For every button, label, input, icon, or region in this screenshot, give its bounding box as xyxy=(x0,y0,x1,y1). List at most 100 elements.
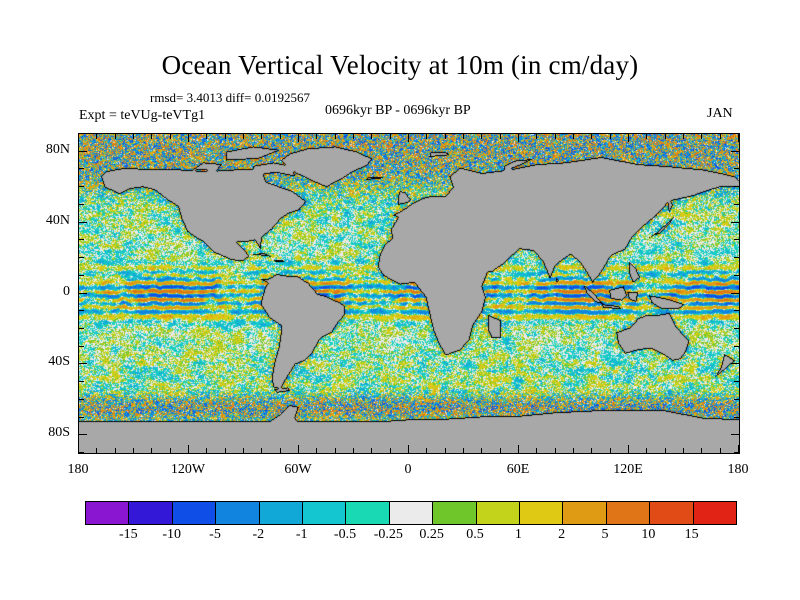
y-axis-tick xyxy=(79,168,84,170)
colorbar xyxy=(85,501,737,525)
x-axis-tick xyxy=(353,448,354,453)
y-axis-tick xyxy=(79,239,84,241)
x-tick-label: 60E xyxy=(506,462,530,477)
x-axis-tick xyxy=(683,448,684,453)
y-axis-tick xyxy=(79,257,84,259)
rmsd-annotation: rmsd= 3.4013 diff= 0.0192567 xyxy=(150,90,310,105)
map-plot-area xyxy=(78,133,740,454)
y-axis-tick xyxy=(79,398,84,400)
x-axis-tick xyxy=(279,134,281,139)
x-axis-tick xyxy=(646,448,648,453)
x-axis-tick xyxy=(426,448,428,453)
x-tick-label: 120W xyxy=(170,462,206,477)
x-axis-tick xyxy=(114,448,116,453)
x-axis-tick xyxy=(279,448,281,453)
y-axis-tick xyxy=(734,133,739,134)
x-axis-tick xyxy=(738,134,739,142)
colorbar-tick-label: -2 xyxy=(252,527,265,542)
colorbar-segment xyxy=(475,502,520,524)
x-axis-tick xyxy=(664,448,666,453)
colorbar-segment xyxy=(258,502,303,524)
x-axis-tick xyxy=(518,134,519,142)
x-axis-tick xyxy=(499,448,501,453)
x-axis-tick xyxy=(114,134,116,139)
x-axis-tick xyxy=(316,134,318,139)
x-axis-tick xyxy=(701,134,703,139)
x-axis-tick xyxy=(206,448,208,453)
colorbar-tick-label: 15 xyxy=(684,527,699,542)
colorbar-tick-label: -5 xyxy=(209,527,221,542)
x-axis-tick xyxy=(224,134,226,139)
x-tick-label: 0 xyxy=(404,462,412,477)
colorbar-tick-label: -0.5 xyxy=(333,527,357,542)
x-axis-tick xyxy=(188,134,189,142)
x-axis-tick xyxy=(389,134,391,139)
page-title: Ocean Vertical Velocity at 10m (in cm/da… xyxy=(161,50,639,80)
y-axis-tick xyxy=(79,310,84,312)
x-axis-tick xyxy=(609,448,611,453)
y-axis-tick xyxy=(79,327,84,329)
x-tick-label: 60W xyxy=(284,462,312,477)
x-axis-tick xyxy=(169,134,171,139)
x-axis-tick xyxy=(169,448,171,453)
x-axis-tick xyxy=(206,134,208,139)
colorbar-segment xyxy=(388,502,433,524)
colorbar-tick-label: 10 xyxy=(641,527,656,542)
x-axis-tick xyxy=(719,448,721,453)
colorbar-tick-label: 1 xyxy=(514,527,522,542)
x-axis-tick xyxy=(499,134,501,139)
y-axis-tick xyxy=(79,381,84,383)
x-tick-label: 120E xyxy=(613,462,643,477)
y-axis-tick xyxy=(734,452,739,453)
colorbar-segment xyxy=(605,502,650,524)
y-tick-label: 40N xyxy=(45,212,70,228)
x-axis-tick xyxy=(536,448,538,453)
x-axis-tick xyxy=(371,134,373,139)
y-axis-tick xyxy=(734,203,739,205)
x-axis-tick xyxy=(554,448,556,453)
colorbar-tick-label: -10 xyxy=(162,527,181,542)
y-axis-tick xyxy=(734,274,739,276)
x-axis-tick xyxy=(683,134,684,139)
y-axis-tick xyxy=(734,257,739,259)
x-axis-tick xyxy=(151,448,153,453)
colorbar-tick-label: 5 xyxy=(601,527,609,542)
y-axis-tick xyxy=(79,274,84,276)
x-axis-tick xyxy=(719,134,721,139)
colorbar-tick-label: -1 xyxy=(295,527,308,542)
x-axis-tick xyxy=(481,134,483,139)
map-heatmap-canvas xyxy=(79,134,739,453)
y-axis-tick xyxy=(79,292,87,294)
colorbar-tick-label: 0.5 xyxy=(466,527,484,542)
x-axis-tick xyxy=(628,134,629,142)
x-axis-tick xyxy=(316,448,318,453)
x-axis-tick xyxy=(463,448,464,453)
colorbar-segment xyxy=(171,502,216,524)
y-tick-label: 0 xyxy=(63,283,70,299)
y-axis-tick xyxy=(731,150,739,152)
x-axis-tick xyxy=(261,134,263,139)
y-axis-tick xyxy=(734,398,739,400)
x-axis-tick xyxy=(738,445,739,453)
y-axis-tick xyxy=(79,345,84,347)
x-axis-tick xyxy=(371,448,373,453)
x-axis-tick xyxy=(243,134,244,139)
y-axis-tick xyxy=(734,168,739,170)
y-tick-label: 40S xyxy=(48,354,70,370)
y-tick-label: 80S xyxy=(48,425,70,441)
month-label: JAN xyxy=(707,106,733,121)
x-axis-tick xyxy=(554,134,556,139)
x-axis-tick xyxy=(591,448,593,453)
x-axis-tick xyxy=(133,448,134,453)
x-axis-tick xyxy=(353,134,354,139)
y-tick-label: 80N xyxy=(45,141,70,157)
y-axis-tick xyxy=(79,416,84,418)
x-axis-tick xyxy=(444,134,446,139)
x-axis-tick xyxy=(701,448,703,453)
x-axis-tick xyxy=(573,134,574,139)
colorbar-tick-label: 2 xyxy=(558,527,566,542)
x-axis-tick xyxy=(573,448,574,453)
y-axis-tick xyxy=(734,416,739,418)
x-axis-tick xyxy=(78,134,79,142)
